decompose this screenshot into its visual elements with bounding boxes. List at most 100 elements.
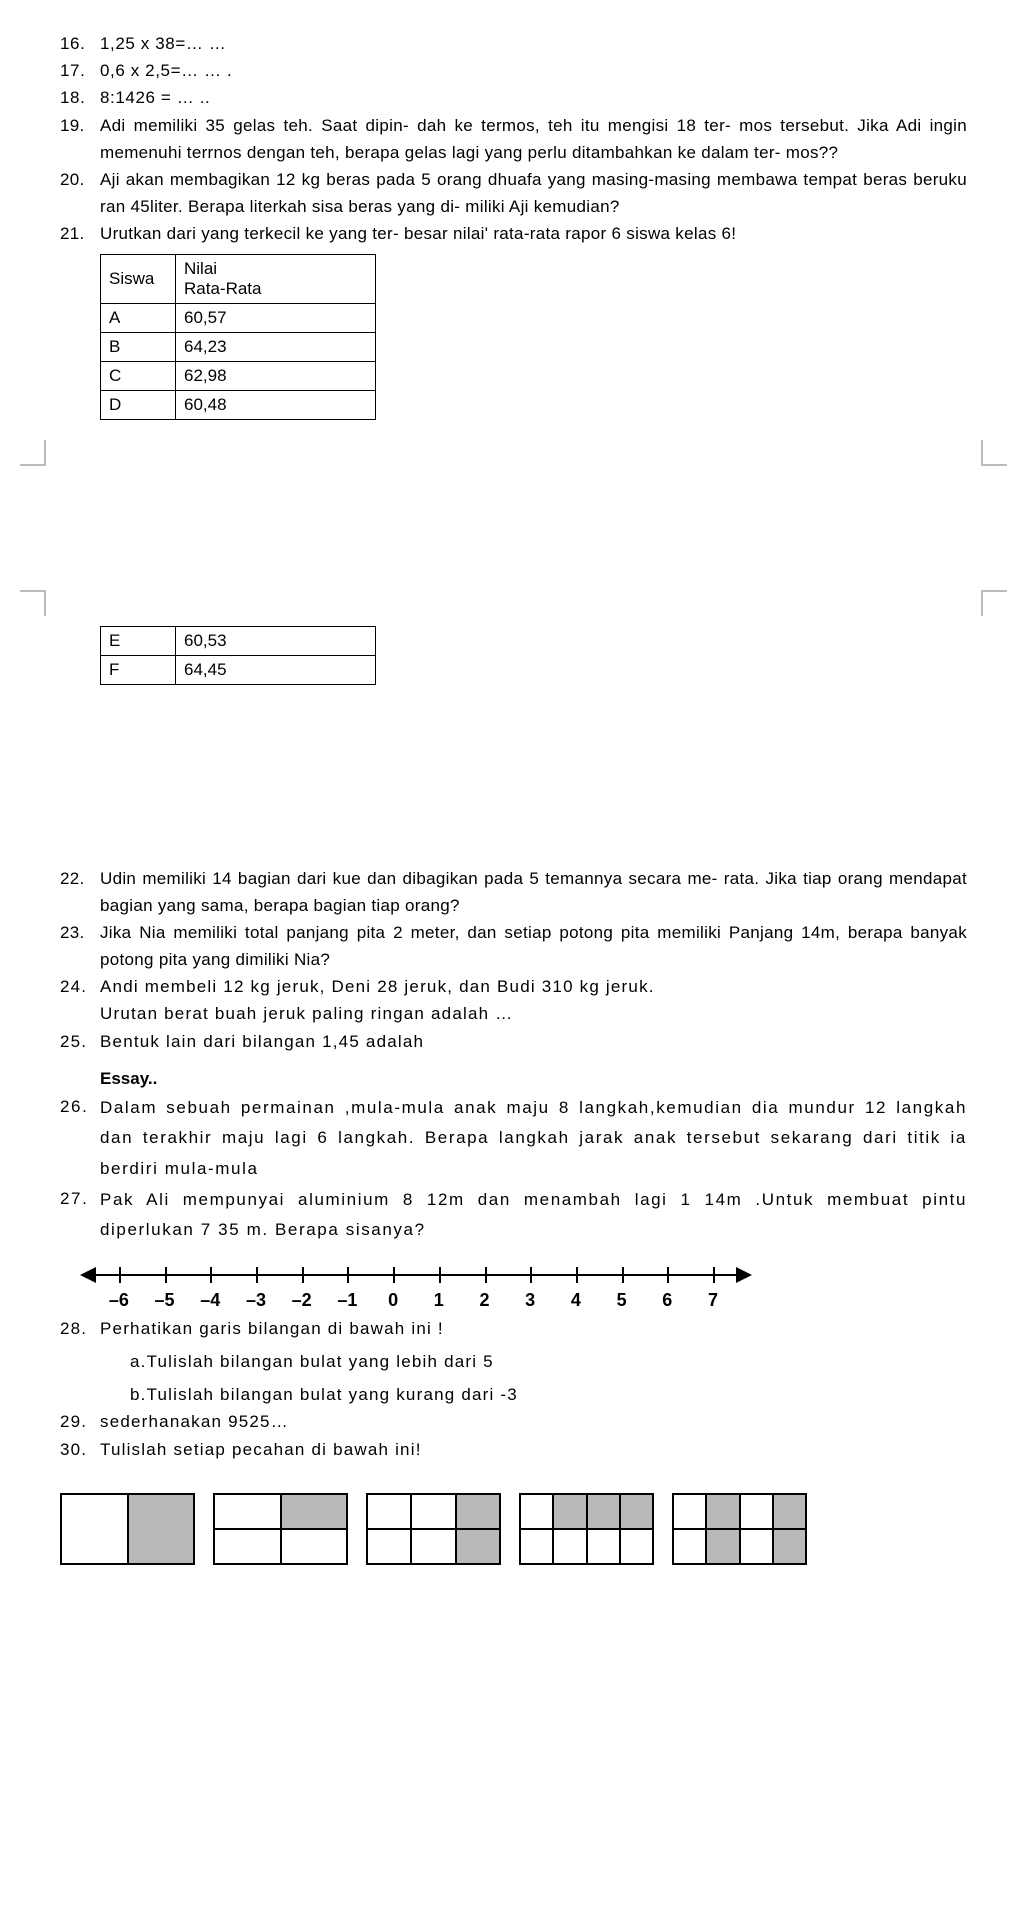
fraction-cell (411, 1529, 455, 1564)
number-line-tick (302, 1267, 304, 1283)
fraction-box (60, 1493, 195, 1565)
q-number: 22. (60, 865, 100, 919)
table-row: D60,48 (101, 390, 376, 419)
th-siswa: Siswa (101, 254, 176, 303)
crop-mark-icon (981, 590, 1007, 616)
question-19: 19. Adi memiliki 35 gelas teh. Saat dipi… (60, 112, 967, 166)
fraction-box (672, 1493, 807, 1565)
number-line-tick (667, 1267, 669, 1283)
fraction-cell (520, 1494, 553, 1529)
question-17: 17. 0,6 x 2,5=… … . (60, 57, 967, 84)
q-number: 27. (60, 1185, 100, 1246)
fraction-cell (706, 1494, 739, 1529)
fraction-cell (587, 1494, 620, 1529)
fraction-cell (456, 1494, 500, 1529)
fraction-diagrams (60, 1493, 967, 1565)
q28-main: Perhatikan garis bilangan di bawah ini ! (100, 1319, 444, 1338)
score-table-2: E60,53 F64,45 (100, 626, 376, 685)
fraction-cell (773, 1529, 806, 1564)
question-30: 30. Tulislah setiap pecahan di bawah ini… (60, 1436, 967, 1463)
q-text: 1,25 x 38=… … (100, 30, 967, 57)
fraction-cell (367, 1529, 411, 1564)
q-number: 26. (60, 1093, 100, 1185)
number-line-tick (165, 1267, 167, 1283)
cell-siswa: A (101, 303, 176, 332)
arrow-right-icon (736, 1267, 752, 1283)
fraction-cell (456, 1529, 500, 1564)
q-number: 23. (60, 919, 100, 973)
question-29: 29. sederhanakan 9525… (60, 1408, 967, 1435)
question-27: 27. Pak Ali mempunyai aluminium 8 12m da… (60, 1185, 967, 1246)
fraction-cell (620, 1494, 653, 1529)
cell-siswa: D (101, 390, 176, 419)
question-26: 26. Dalam sebuah permainan ,mula-mula an… (60, 1093, 967, 1185)
fraction-cell (411, 1494, 455, 1529)
fraction-cell (673, 1529, 706, 1564)
q-text: Pak Ali mempunyai aluminium 8 12m dan me… (100, 1185, 967, 1246)
question-24: 24. Andi membeli 12 kg jeruk, Deni 28 je… (60, 973, 967, 1027)
q-text: Jika Nia memiliki total panjang pita 2 m… (100, 919, 967, 973)
q24-line2: Urutan berat buah jeruk paling ringan ad… (100, 1004, 513, 1023)
q28-sub-a: a.Tulislah bilangan bulat yang lebih dar… (130, 1348, 494, 1375)
fraction-cell (587, 1529, 620, 1564)
q-text: sederhanakan 9525… (100, 1408, 967, 1435)
fraction-cell (740, 1494, 773, 1529)
cell-siswa: C (101, 361, 176, 390)
question-21: 21. Urutkan dari yang terkecil ke yang t… (60, 220, 967, 247)
number-line-label: 0 (370, 1290, 416, 1311)
crop-mark-icon (20, 590, 46, 616)
fraction-cell (706, 1529, 739, 1564)
fraction-cell (61, 1494, 128, 1564)
number-line-tick (210, 1267, 212, 1283)
q-number: 16. (60, 30, 100, 57)
page-break-gap (60, 420, 967, 580)
number-line-label: 2 (462, 1290, 508, 1311)
q-number: 29. (60, 1408, 100, 1435)
q-number: 19. (60, 112, 100, 166)
number-line-tick (439, 1267, 441, 1283)
fraction-cell (367, 1494, 411, 1529)
q-text: Perhatikan garis bilangan di bawah ini !… (100, 1315, 967, 1409)
number-line: –6–5–4–3–2–101234567 (80, 1260, 967, 1311)
q-text: Urutkan dari yang terkecil ke yang ter- … (100, 220, 967, 247)
number-line-labels: –6–5–4–3–2–101234567 (96, 1290, 967, 1311)
q-text: Adi memiliki 35 gelas teh. Saat dipin- d… (100, 112, 967, 166)
fraction-cell (620, 1529, 653, 1564)
table-header-row: Siswa NilaiRata-Rata (101, 254, 376, 303)
cell-nilai: 60,53 (176, 626, 376, 655)
number-line-label: –3 (233, 1290, 279, 1311)
q-text: Dalam sebuah permainan ,mula-mula anak m… (100, 1093, 967, 1185)
arrow-left-icon (80, 1267, 96, 1283)
fraction-cell (214, 1494, 281, 1529)
q-number: 25. (60, 1028, 100, 1055)
table-row: A60,57 (101, 303, 376, 332)
q-text: Aji akan membagikan 12 kg beras pada 5 o… (100, 166, 967, 220)
number-line-label: –6 (96, 1290, 142, 1311)
question-18: 18. 8:1426 = … .. (60, 84, 967, 111)
spacer (60, 685, 967, 865)
crop-mark-icon (981, 440, 1007, 466)
q-text: Bentuk lain dari bilangan 1,45 adalah (100, 1028, 967, 1055)
essay-heading: Essay.. (100, 1069, 967, 1089)
q-number: 18. (60, 84, 100, 111)
cell-nilai: 64,23 (176, 332, 376, 361)
table-row: C62,98 (101, 361, 376, 390)
fraction-cell (520, 1529, 553, 1564)
question-16: 16. 1,25 x 38=… … (60, 30, 967, 57)
cell-siswa: B (101, 332, 176, 361)
table-row: B64,23 (101, 332, 376, 361)
cell-siswa: F (101, 655, 176, 684)
table-row: F64,45 (101, 655, 376, 684)
fraction-cell (740, 1529, 773, 1564)
number-line-label: –1 (325, 1290, 371, 1311)
number-line-label: 5 (599, 1290, 645, 1311)
th-nilai: NilaiRata-Rata (176, 254, 376, 303)
cell-nilai: 64,45 (176, 655, 376, 684)
fraction-cell (128, 1494, 195, 1564)
q-number: 17. (60, 57, 100, 84)
q-text: 8:1426 = … .. (100, 84, 967, 111)
fraction-cell (553, 1529, 586, 1564)
q-number: 20. (60, 166, 100, 220)
fraction-cell (281, 1494, 348, 1529)
fraction-box (366, 1493, 501, 1565)
